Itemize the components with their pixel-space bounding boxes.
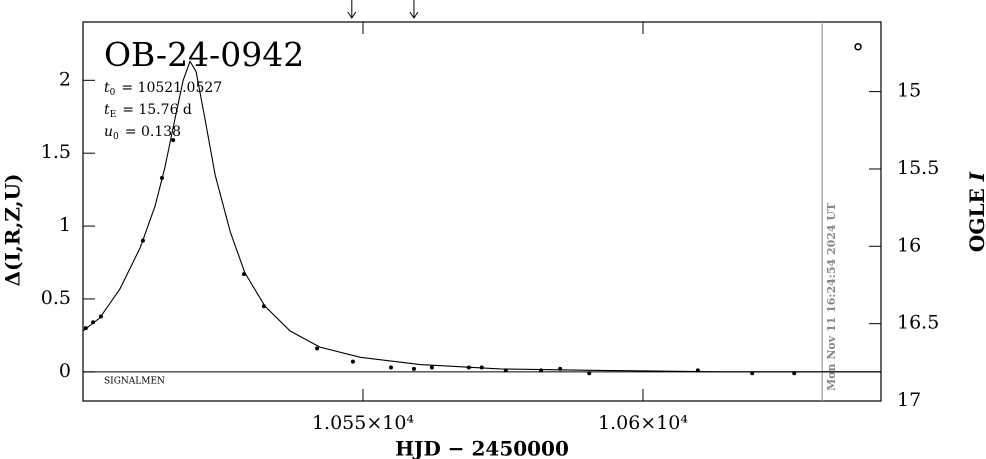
data-point xyxy=(242,272,246,277)
data-point xyxy=(466,365,471,370)
data-point xyxy=(171,138,176,143)
data-point xyxy=(503,368,508,373)
param-subscript: E xyxy=(110,110,117,120)
y-tick-label: 0 xyxy=(59,360,71,382)
data-point xyxy=(792,371,797,376)
y-tick-label: 1.5 xyxy=(41,141,71,163)
data-point xyxy=(389,365,393,370)
arrow-head xyxy=(347,11,357,19)
y2-label-text: OGLE xyxy=(965,188,986,252)
parameter: t0 = 10521.0527 xyxy=(104,80,222,98)
data-point xyxy=(159,175,164,180)
data-point xyxy=(315,346,320,351)
y-axis-label: Δ(I,R,Z,U) xyxy=(1,174,25,287)
y2-label-symbol: I xyxy=(965,171,986,182)
y2-tick-label: 16 xyxy=(897,234,921,256)
y-tick-label: 2 xyxy=(59,68,71,90)
y2-tick-label: 15.5 xyxy=(897,157,939,179)
footnote: SIGNALMEN xyxy=(104,377,165,387)
x-axis-label: HJD − 2450000 xyxy=(395,437,569,459)
parameter: u0 = 0.138 xyxy=(104,124,181,142)
arrow-marker xyxy=(409,0,419,19)
parameter: tE = 15.76 d xyxy=(104,102,192,120)
data-point xyxy=(539,368,544,373)
timestamp: Mon Nov 11 16:24:54 2024 UT xyxy=(825,202,838,391)
data-point xyxy=(98,314,103,319)
y2-tick-label: 17 xyxy=(897,389,921,411)
data-point xyxy=(479,365,484,370)
x-tick-label: 1.055×10⁴ xyxy=(312,412,414,434)
data-point xyxy=(83,326,88,331)
x-tick-label: 1.06×10⁴ xyxy=(598,412,688,434)
param-symbol: t xyxy=(104,102,110,118)
param-value: = 10521.0527 xyxy=(121,80,222,96)
param-symbol: t xyxy=(104,80,110,96)
param-value: = 15.76 d xyxy=(122,102,192,118)
plot-frame xyxy=(82,21,882,402)
y-tick-label: 1 xyxy=(59,214,71,236)
data-point xyxy=(695,368,700,373)
param-subscript: 0 xyxy=(113,132,119,142)
data-point xyxy=(587,371,592,376)
open-point xyxy=(854,43,862,51)
data-point xyxy=(261,304,266,309)
chart-title: OB-24-0942 xyxy=(104,35,304,74)
data-point xyxy=(411,366,416,371)
param-symbol: u xyxy=(104,124,113,140)
param-value: = 0.138 xyxy=(125,124,181,140)
y2-tick-label: 15 xyxy=(897,80,921,102)
y2-tick-label: 16.5 xyxy=(897,312,939,334)
arrow-marker xyxy=(347,0,357,19)
data-point xyxy=(558,366,563,371)
y2-axis-label: OGLE I xyxy=(965,171,986,252)
arrow-head xyxy=(409,11,419,19)
data-point xyxy=(750,371,755,376)
data-point xyxy=(91,320,96,325)
y-tick-label: 0.5 xyxy=(41,287,71,309)
data-point xyxy=(429,365,434,370)
data-point xyxy=(140,238,145,243)
param-subscript: 0 xyxy=(110,88,116,98)
model-curve xyxy=(82,60,881,373)
data-point xyxy=(350,359,355,364)
